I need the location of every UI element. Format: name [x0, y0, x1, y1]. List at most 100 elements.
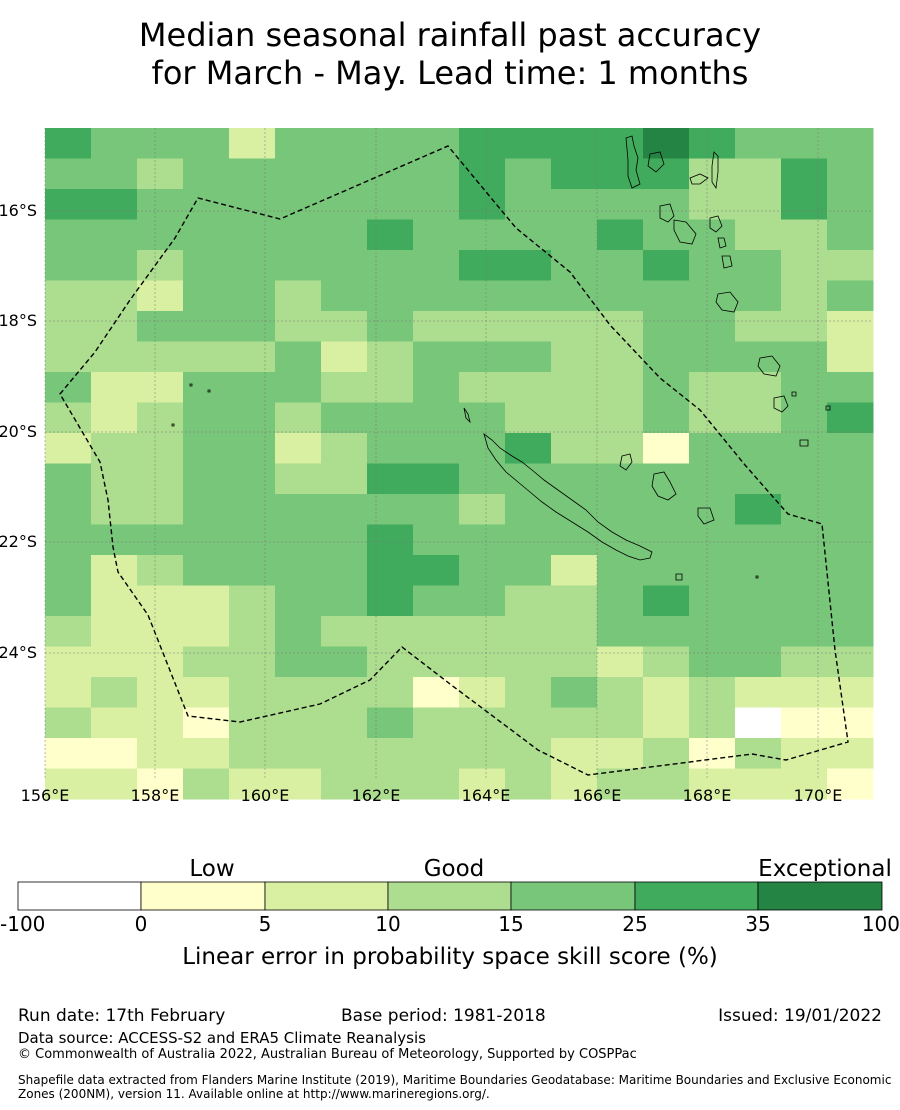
skill-grid-cell — [183, 616, 230, 647]
skill-grid-cell — [229, 189, 276, 220]
skill-grid-cell — [689, 707, 736, 739]
skill-grid-cell — [229, 555, 276, 586]
skill-grid-cell — [137, 311, 184, 342]
skill-grid-cell — [413, 280, 460, 312]
skill-grid-cell — [321, 341, 368, 373]
skill-grid-cell — [183, 524, 230, 556]
skill-grid-cell — [45, 463, 92, 495]
skill-grid-cell — [781, 524, 828, 556]
skill-grid-cell — [321, 433, 368, 464]
skill-grid-cell — [183, 677, 230, 708]
skill-grid-cell — [45, 433, 92, 464]
skill-grid-cell — [459, 341, 506, 373]
vanuatu-island-outline — [673, 219, 697, 245]
skill-grid-cell — [643, 311, 690, 342]
skill-grid-cell — [597, 463, 644, 495]
skill-grid-cell — [781, 280, 828, 312]
skill-grid-cell — [459, 311, 506, 342]
skill-grid-cell — [735, 280, 782, 312]
skill-grid-cell — [459, 738, 506, 769]
skill-grid-cell — [229, 768, 276, 800]
loyalty-island-outline — [697, 507, 715, 525]
skill-grid-cell — [505, 341, 552, 373]
longitude-tick-label: 158°E — [130, 786, 180, 805]
skill-grid-cell — [643, 616, 690, 647]
skill-grid-cell — [137, 341, 184, 373]
skill-grid — [45, 128, 874, 800]
skill-grid-cell — [505, 524, 552, 556]
skill-grid-cell — [551, 189, 598, 220]
skill-grid-cell — [781, 341, 828, 373]
skill-grid-cell — [183, 128, 230, 159]
skill-grid-cell — [781, 311, 828, 342]
skill-grid-cell — [321, 463, 368, 495]
skill-grid-cell — [505, 128, 552, 159]
skill-grid-cell — [229, 158, 276, 190]
skill-grid-cell — [45, 707, 92, 739]
data-source: Data source: ACCESS-S2 and ERA5 Climate … — [18, 1029, 426, 1047]
island-outline — [463, 407, 471, 424]
skill-grid-cell — [781, 402, 828, 434]
skill-grid-cell — [321, 250, 368, 281]
skill-grid-cell — [183, 494, 230, 525]
skill-grid-cell — [275, 646, 322, 678]
skill-grid-cell — [597, 402, 644, 434]
skill-grid-cell — [321, 219, 368, 251]
skill-grid-cell — [505, 280, 552, 312]
skill-grid-cell — [551, 158, 598, 190]
skill-grid-cell — [229, 402, 276, 434]
skill-grid-cell — [827, 707, 874, 739]
skill-grid-cell — [229, 677, 276, 708]
skill-grid-cell — [459, 250, 506, 281]
skill-grid-cell — [459, 463, 506, 495]
skill-grid-cell — [827, 646, 874, 678]
skill-grid-cell — [91, 494, 138, 525]
skill-grid-cell — [367, 250, 414, 281]
skill-grid-cell — [505, 189, 552, 220]
skill-grid-cell — [275, 585, 322, 617]
island-outline — [799, 439, 809, 447]
skill-grid-cell — [689, 768, 736, 800]
skill-grid-cell — [827, 738, 874, 769]
skill-grid-cell — [551, 433, 598, 464]
skill-grid-cell — [597, 372, 644, 403]
skill-grid-cell — [597, 250, 644, 281]
skill-grid-cell — [551, 616, 598, 647]
skill-grid-cell — [459, 433, 506, 464]
skill-grid-cell — [735, 555, 782, 586]
skill-grid-cell — [643, 707, 690, 739]
skill-grid-cell — [459, 646, 506, 678]
skill-grid-cell — [505, 494, 552, 525]
skill-grid-cell — [413, 189, 460, 220]
skill-grid-cell — [91, 219, 138, 251]
skill-grid-cell — [367, 616, 414, 647]
skill-grid-cell — [827, 677, 874, 708]
island-outline — [189, 383, 193, 387]
colorbar-swatch — [510, 881, 636, 911]
skill-grid-cell — [275, 341, 322, 373]
skill-grid-cell — [413, 311, 460, 342]
skill-grid-cell — [827, 768, 874, 800]
skill-grid-cell — [137, 585, 184, 617]
colorbar-title: Linear error in probability space skill … — [182, 944, 718, 970]
skill-grid-cell — [735, 646, 782, 678]
vanuatu-island-outline — [717, 237, 727, 249]
skill-grid-cell — [735, 677, 782, 708]
vanuatu-island-outline — [721, 255, 733, 269]
skill-grid-cell — [597, 677, 644, 708]
skill-grid-cell — [735, 585, 782, 617]
colorbar-category-good: Good — [423, 856, 485, 882]
skill-grid-cell — [91, 402, 138, 434]
skill-grid-cell — [367, 341, 414, 373]
skill-grid-cell — [505, 646, 552, 678]
skill-grid-cell — [137, 372, 184, 403]
skill-grid-cell — [505, 250, 552, 281]
skill-grid-cell — [459, 585, 506, 617]
skill-grid-cell — [91, 280, 138, 312]
skill-grid-cell — [183, 768, 230, 800]
skill-grid-cell — [229, 219, 276, 251]
skill-grid-cell — [229, 250, 276, 281]
skill-grid-cell — [45, 219, 92, 251]
skill-grid-cell — [689, 616, 736, 647]
vanuatu-island-outline — [689, 173, 709, 185]
